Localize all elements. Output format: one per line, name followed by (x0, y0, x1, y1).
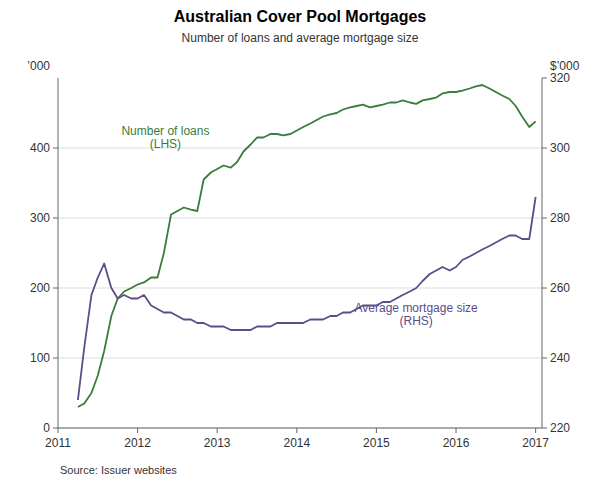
x-tick-label: 2017 (522, 436, 549, 450)
y2-tick (542, 358, 547, 359)
grid-line (58, 148, 542, 149)
x-axis (58, 428, 542, 429)
grid-line (58, 358, 542, 359)
text-line: Number of loans (121, 124, 209, 138)
y2-tick (542, 288, 547, 289)
text-line: (RHS) (399, 314, 432, 328)
y-axis-label: ’000 (27, 59, 50, 73)
y2-axis (542, 78, 543, 428)
series-line (78, 85, 536, 407)
text-line: (LHS) (150, 137, 181, 151)
y2-tick-label: 300 (550, 141, 570, 155)
y-tick (53, 148, 58, 149)
y2-tick-label: 260 (550, 281, 570, 295)
series-label: Average mortgage size(RHS) (355, 301, 479, 328)
source: Source: Issuer websites (60, 464, 177, 476)
x-tick-label: 2015 (363, 436, 390, 450)
plot-area (78, 85, 536, 407)
grid-line (58, 218, 542, 219)
x-tick (217, 428, 218, 433)
x-tick (296, 428, 297, 433)
title: Australian Cover Pool Mortgages (174, 8, 427, 25)
x-tick (58, 428, 59, 433)
y-tick-label: 200 (30, 281, 50, 295)
y2-tick-label: 280 (550, 211, 570, 225)
y-tick-label: 0 (43, 421, 50, 435)
y-tick (53, 358, 58, 359)
x-tick-label: 2014 (283, 436, 310, 450)
series-label: Number of loans(LHS) (121, 124, 209, 151)
y-tick (53, 218, 58, 219)
y2-tick (542, 428, 547, 429)
y2-tick-label: 240 (550, 351, 570, 365)
y2-tick-label: 220 (550, 421, 570, 435)
y-tick-label: 400 (30, 141, 50, 155)
y-tick (53, 288, 58, 289)
text-line: Average mortgage size (355, 301, 479, 315)
grid-line (58, 428, 542, 429)
y-axis (58, 78, 59, 428)
x-tick-label: 2012 (124, 436, 151, 450)
y2-tick (542, 78, 547, 79)
y2-tick (542, 148, 547, 149)
series-line (78, 197, 536, 400)
x-tick (456, 428, 457, 433)
background (0, 0, 600, 484)
y-tick-label: 300 (30, 211, 50, 225)
x-tick (376, 428, 377, 433)
subtitle: Number of loans and average mortgage siz… (182, 31, 419, 45)
x-tick-label: 2016 (443, 436, 470, 450)
y-tick (53, 428, 58, 429)
x-tick-label: 2013 (204, 436, 231, 450)
x-tick-label: 2011 (45, 436, 71, 450)
x-tick (137, 428, 138, 433)
chart: Australian Cover Pool Mortgages Number of… (0, 0, 600, 484)
x-tick (535, 428, 536, 433)
y2-tick-label: 320 (550, 71, 570, 85)
y-tick-label: 100 (30, 351, 50, 365)
y2-tick (542, 218, 547, 219)
